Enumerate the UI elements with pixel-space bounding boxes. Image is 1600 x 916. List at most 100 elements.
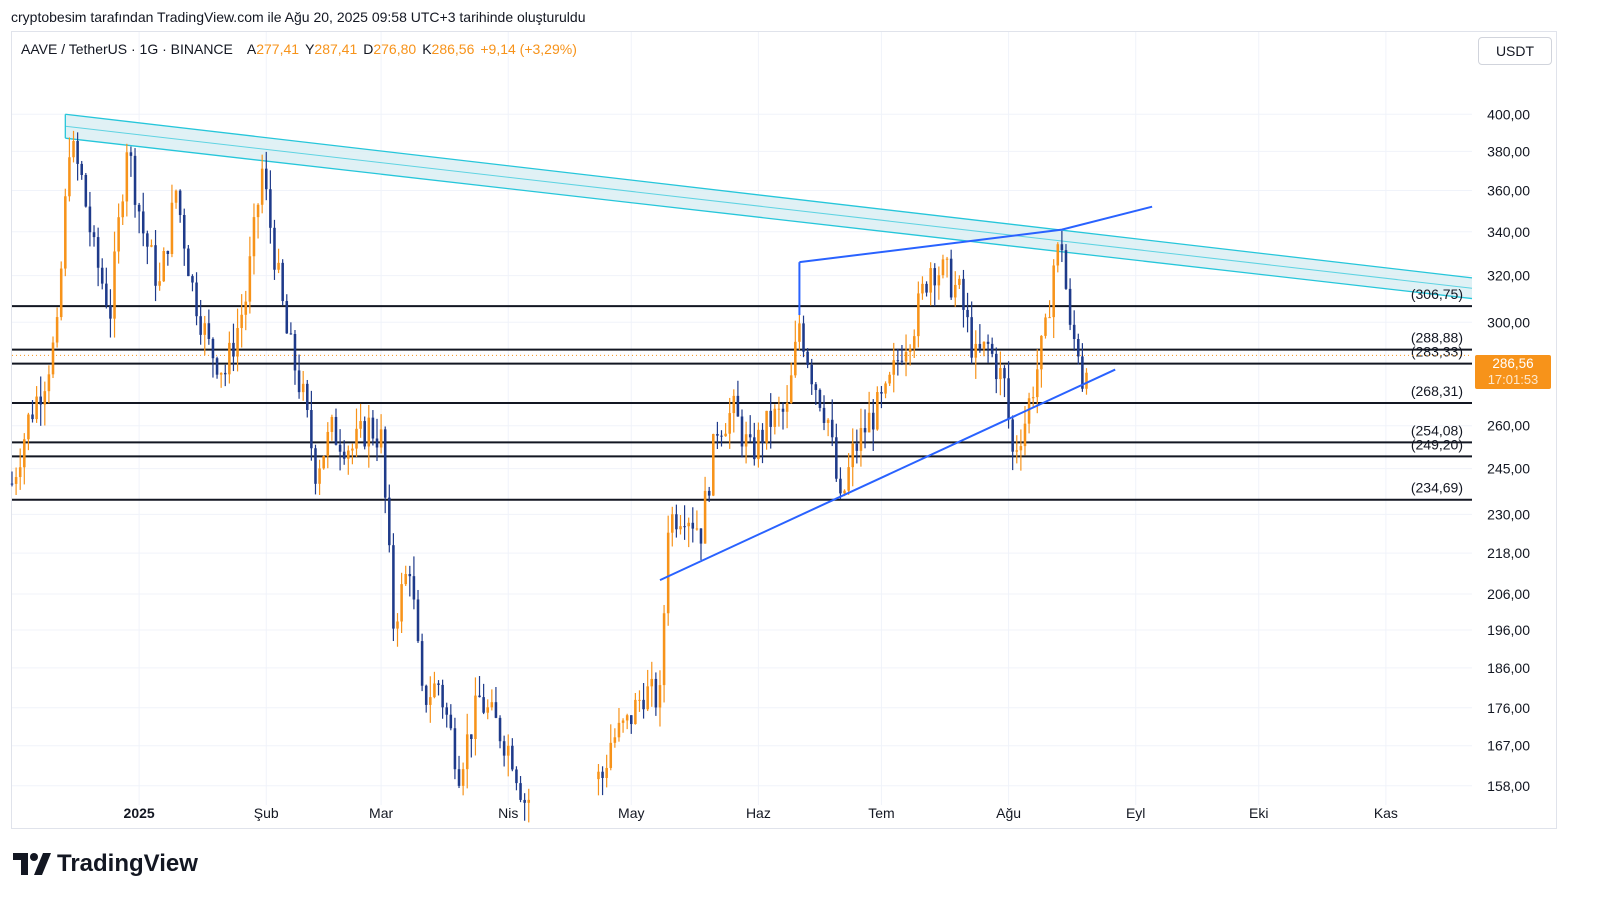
candle-body (921, 283, 924, 294)
candle-body (465, 734, 469, 770)
tradingview-logo-text: TradingView (57, 850, 198, 877)
candle-body (822, 407, 826, 423)
candle-body (769, 410, 772, 427)
candle-body (1003, 368, 1006, 379)
candle-body (113, 251, 116, 319)
symbol-info-bar[interactable]: AAVE / TetherUS · 1G · BINANCE A 277,41 Y… (21, 41, 577, 57)
candle-body (892, 360, 896, 375)
candle-body (515, 769, 518, 784)
candle-body (162, 251, 166, 282)
candle-body (638, 699, 641, 701)
candle-body (64, 196, 67, 269)
candle-body (1081, 356, 1084, 389)
candle-body (609, 742, 613, 768)
candle-body (814, 384, 818, 390)
candle-body (962, 278, 965, 310)
x-tick-label: Eyl (1126, 805, 1145, 821)
candle-body (617, 722, 621, 738)
candle-body (949, 258, 953, 298)
candle-body (1068, 288, 1072, 325)
candle-body (449, 714, 453, 729)
candle-body (146, 233, 149, 247)
candle-body (248, 256, 252, 302)
horizontal-levels: (306,75) (288,88)(283,33) (268,31) (254,08)… (12, 286, 1472, 501)
candle-body (757, 429, 760, 460)
candle-body (371, 417, 375, 439)
level-label: (268,31) (1411, 383, 1463, 399)
axes: 400,00 380,00 360,00 340,00 320,00 300,00 260,… (124, 106, 1531, 821)
candle-body (133, 155, 137, 205)
x-tick-label: Nis (498, 805, 518, 821)
candle-body (666, 532, 670, 614)
candle-body (876, 392, 879, 430)
candle-body (474, 695, 477, 739)
candle-body (732, 395, 736, 414)
candle-body (634, 699, 637, 725)
candle-body (490, 702, 494, 708)
candle-body (789, 375, 793, 403)
candle-body (470, 734, 473, 739)
candle-body (195, 282, 198, 317)
tradingview-logo[interactable]: TradingView (13, 850, 198, 878)
x-tick-label: Ağu (996, 805, 1021, 821)
candle-body (486, 707, 490, 713)
triangle-resistance-line (799, 205, 1153, 264)
channel-lower-line (65, 137, 1473, 300)
candle-body (281, 262, 284, 302)
candle-body (117, 217, 120, 252)
candle-body (712, 434, 715, 496)
candle-body (55, 317, 59, 343)
level-label: (306,75) (1411, 286, 1463, 302)
candle-body (482, 697, 485, 713)
candle-body (908, 348, 912, 352)
candle-body (207, 323, 211, 339)
candle-body (359, 421, 362, 429)
candle-body (252, 217, 256, 257)
candle-body (396, 621, 399, 629)
candle-body (867, 412, 871, 433)
candle-body (129, 152, 133, 156)
y-tick-label: 206,00 (1487, 586, 1530, 602)
candle-body (740, 416, 744, 447)
candle-body (334, 416, 338, 445)
candle-body (716, 434, 719, 436)
candle-body (703, 490, 707, 544)
candle-body (236, 328, 239, 357)
y-tick-label: 260,00 (1487, 418, 1530, 434)
candle-body (203, 323, 207, 335)
candle-body (223, 372, 227, 375)
candle-body (367, 417, 371, 447)
y-tick-label: 320,00 (1487, 268, 1530, 284)
candle-body (990, 343, 994, 354)
candle-body (785, 402, 789, 412)
candle-body (748, 434, 752, 438)
candle-body (859, 428, 863, 451)
y-tick-label: 300,00 (1487, 314, 1530, 330)
candle-body (150, 245, 153, 247)
candle-body (351, 448, 354, 451)
candle-body (958, 278, 961, 285)
candle-body (765, 410, 768, 443)
candle-body (888, 374, 891, 384)
level-label: (254,08) (1411, 422, 1463, 438)
y-tick-label: 400,00 (1487, 106, 1530, 122)
candle-body (523, 799, 526, 803)
symbol-label[interactable]: AAVE / TetherUS · 1G · BINANCE (21, 41, 233, 57)
candle-body (445, 707, 448, 715)
candle-body (498, 717, 502, 742)
level-label: (234,69) (1411, 480, 1463, 496)
candle-body (76, 141, 79, 164)
candle-body (871, 412, 875, 430)
chart-frame[interactable] (11, 31, 1557, 829)
candle-body (605, 767, 608, 778)
candle-body (1011, 419, 1014, 452)
candle-body (59, 268, 63, 318)
y-tick-label: 176,00 (1487, 700, 1530, 716)
currency-button[interactable]: USDT (1478, 37, 1552, 65)
candle-body (744, 434, 748, 447)
candle-body (35, 396, 38, 420)
candle-body (1064, 250, 1068, 289)
candle-body (273, 227, 276, 270)
close-value: 286,56 (431, 41, 475, 57)
